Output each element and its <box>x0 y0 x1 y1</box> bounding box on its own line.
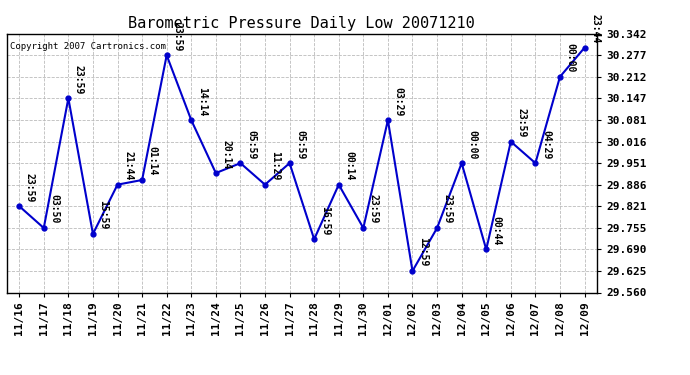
Text: 12:59: 12:59 <box>418 237 428 267</box>
Text: 20:14: 20:14 <box>221 140 231 169</box>
Text: 05:59: 05:59 <box>295 130 305 159</box>
Text: 05:59: 05:59 <box>246 130 256 159</box>
Text: 03:50: 03:50 <box>49 194 59 224</box>
Text: 23:59: 23:59 <box>369 194 379 224</box>
Text: 00:44: 00:44 <box>492 216 502 245</box>
Text: 01:14: 01:14 <box>148 147 157 176</box>
Text: 00:00: 00:00 <box>566 43 575 73</box>
Text: 21:44: 21:44 <box>123 151 133 180</box>
Text: 04:29: 04:29 <box>541 130 551 159</box>
Text: 16:59: 16:59 <box>319 206 330 235</box>
Text: 15:59: 15:59 <box>99 200 108 230</box>
Text: 23:59: 23:59 <box>516 108 526 138</box>
Text: 23:44: 23:44 <box>590 14 600 44</box>
Text: 00:14: 00:14 <box>344 151 354 180</box>
Text: 00:00: 00:00 <box>467 130 477 159</box>
Text: 03:29: 03:29 <box>393 87 404 116</box>
Text: 23:59: 23:59 <box>25 172 34 202</box>
Text: 23:59: 23:59 <box>172 22 182 51</box>
Text: 23:59: 23:59 <box>74 65 84 94</box>
Text: 23:59: 23:59 <box>442 194 453 224</box>
Title: Barometric Pressure Daily Low 20071210: Barometric Pressure Daily Low 20071210 <box>128 16 475 31</box>
Text: 14:14: 14:14 <box>197 87 207 116</box>
Text: 11:29: 11:29 <box>270 151 281 180</box>
Text: Copyright 2007 Cartronics.com: Copyright 2007 Cartronics.com <box>10 42 166 51</box>
